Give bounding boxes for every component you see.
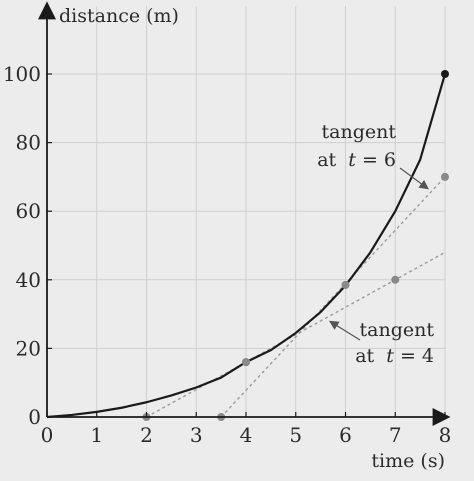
curve-point-2: [441, 70, 449, 78]
tangent-point-0-2: [391, 275, 400, 284]
tangent-line-1: [220, 176, 446, 418]
annotation-tangent-t4-eq: = 4: [400, 345, 434, 367]
tangent-point-1-2: [441, 172, 449, 181]
annotation-tangent-t4: tangent at t = 4: [328, 319, 435, 367]
annotation-tangent-t6-at: at: [317, 149, 336, 171]
annotation-tangent-t4-line1: tangent: [360, 319, 435, 341]
y-tick-label-40: 40: [16, 268, 41, 292]
y-tick-label-20: 20: [16, 336, 41, 360]
x-tick-label-6: 6: [339, 423, 352, 447]
x-tick-label-4: 4: [240, 423, 253, 447]
curve-point-1: [341, 280, 350, 289]
grid: [47, 6, 446, 417]
x-tick-label-8: 8: [439, 423, 452, 447]
x-tick-label-3: 3: [190, 423, 203, 447]
x-tick-label-1: 1: [90, 423, 103, 447]
annotation-tangent-t6: tangent at t = 6: [317, 121, 429, 190]
x-axis-label: time (s): [371, 450, 445, 472]
annotation-tangent-t4-var: t: [386, 345, 394, 367]
y-tick-label-100: 100: [3, 62, 41, 86]
annotation-arrow-t4: [328, 320, 361, 341]
annotation-tangent-t6-eq: = 6: [362, 149, 396, 171]
y-tick-label-0: 0: [28, 405, 41, 429]
y-tick-label-60: 60: [16, 199, 41, 223]
annotation-arrow-t6: [399, 167, 429, 190]
annotation-tangent-t6-line1: tangent: [322, 121, 397, 143]
x-tick-label-2: 2: [140, 423, 153, 447]
annotation-tangent-t4-at: at: [355, 345, 374, 367]
annotation-tangent-t4-line2: at t = 4: [355, 345, 434, 367]
y-tick-label-80: 80: [16, 131, 41, 155]
points-layer: [142, 70, 449, 421]
curve-point-0: [242, 358, 250, 367]
x-tick-label-7: 7: [389, 423, 402, 447]
annotation-tangent-t6-line2: at t = 6: [317, 149, 396, 171]
y-axis-label: distance (m): [59, 5, 179, 27]
x-tick-label-0: 0: [41, 423, 54, 447]
x-tick-label-5: 5: [289, 423, 302, 447]
axes: [38, 1, 451, 426]
annotation-tangent-t6-var: t: [348, 149, 356, 171]
